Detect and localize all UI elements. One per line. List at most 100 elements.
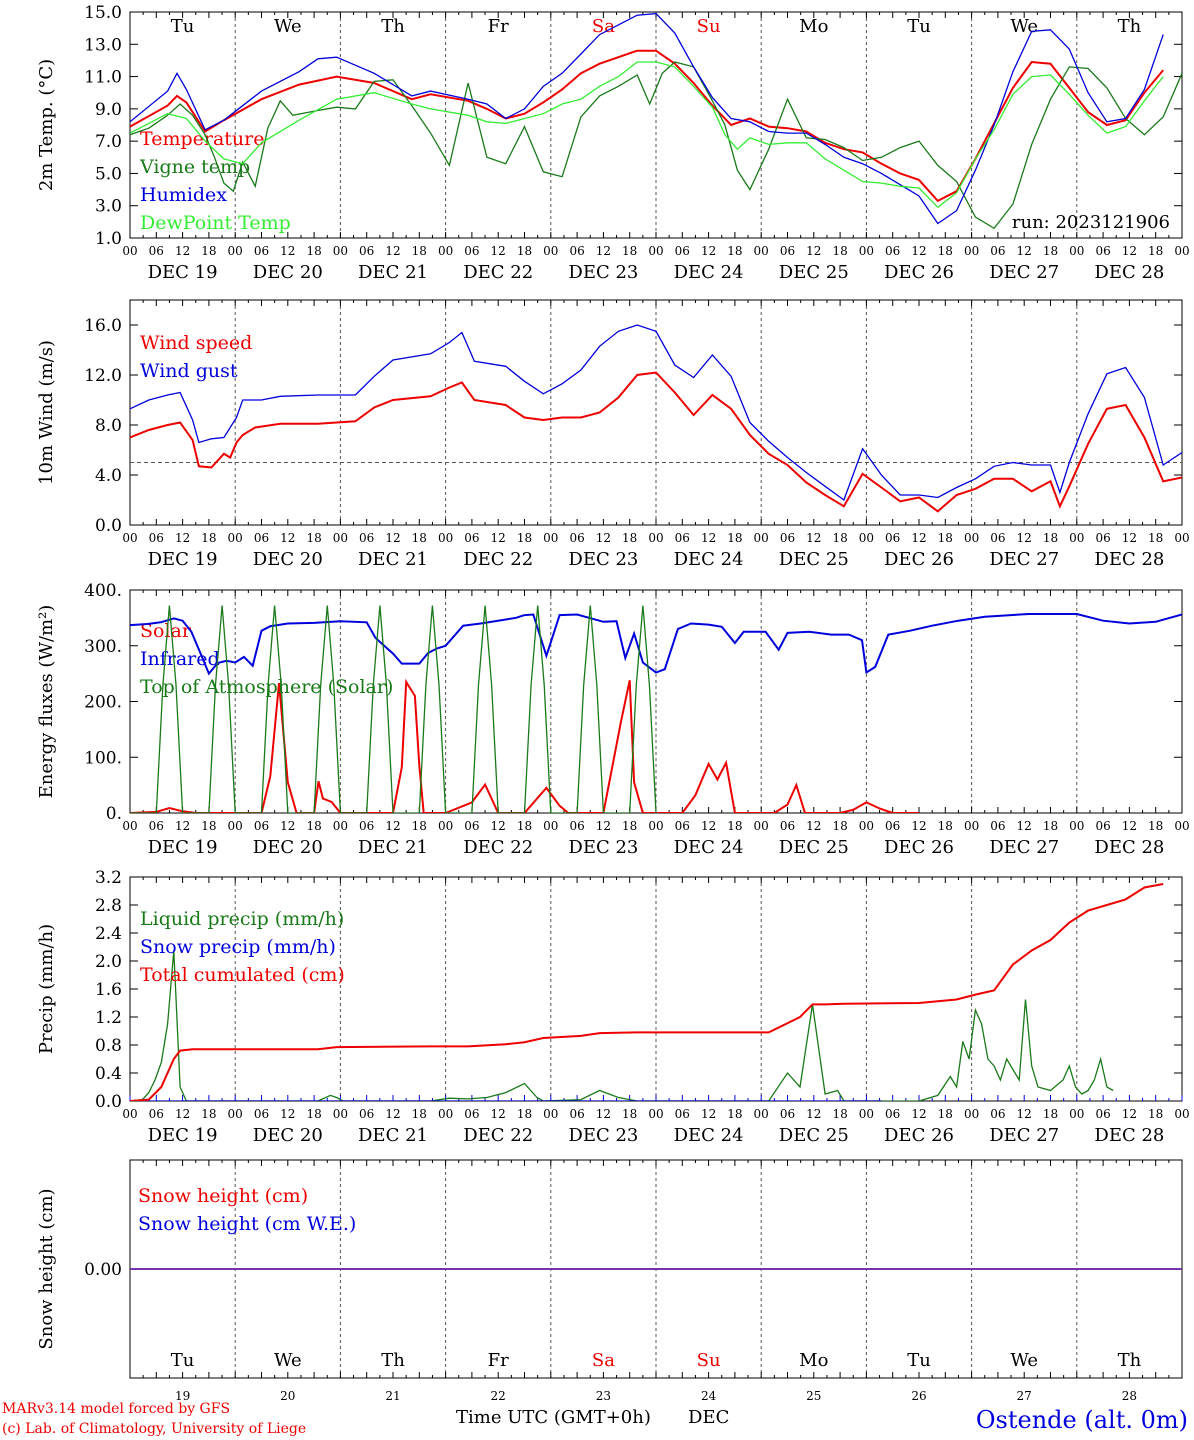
hour-tick-label: 00: [1069, 819, 1084, 833]
hour-tick-label: 18: [938, 531, 953, 545]
hour-tick-label: 12: [385, 819, 400, 833]
hour-tick-label: 18: [412, 244, 427, 258]
y-tick-label: 0.0: [95, 1092, 122, 1112]
day-number: 28: [1122, 1389, 1137, 1403]
hour-tick-label: 00: [754, 531, 769, 545]
hour-tick-label: 12: [596, 531, 611, 545]
hour-tick-label: 18: [517, 819, 532, 833]
hour-tick-label: 06: [990, 244, 1005, 258]
hour-tick-label: 12: [1017, 819, 1032, 833]
hour-tick-label: 00: [1174, 531, 1189, 545]
hour-tick-label: 06: [359, 819, 374, 833]
hour-tick-label: 06: [990, 531, 1005, 545]
hour-tick-label: 12: [596, 819, 611, 833]
legend-entry: Solar: [140, 620, 192, 642]
hour-tick-label: 00: [543, 531, 558, 545]
y-tick-label: 1.0: [95, 229, 122, 249]
date-label: DEC 21: [358, 1125, 428, 1146]
hour-tick-label: 06: [464, 1107, 479, 1121]
hour-tick-label: 12: [491, 1107, 506, 1121]
hour-tick-label: 12: [280, 819, 295, 833]
date-label: DEC 27: [989, 262, 1059, 283]
hour-tick-label: 12: [701, 531, 716, 545]
hour-tick-label: 18: [938, 1107, 953, 1121]
hour-tick-label: 18: [832, 1107, 847, 1121]
date-label: DEC 19: [148, 262, 218, 283]
hour-tick-label: 12: [911, 1107, 926, 1121]
hour-tick-label: 18: [412, 1107, 427, 1121]
date-label: DEC 19: [148, 549, 218, 570]
hour-tick-label: 12: [491, 244, 506, 258]
series-dewpoint-temp: [130, 61, 1164, 209]
hour-tick-label: 00: [859, 819, 874, 833]
y-tick-label: 0.00: [84, 1260, 122, 1280]
y-tick-label: 2.0: [95, 952, 122, 972]
hour-tick-label: 06: [359, 531, 374, 545]
hour-tick-label: 12: [175, 819, 190, 833]
panel-4: 00 06 12 18 DEC 19 00 06 12 18 DEC 20 00 06 12 18 DEC …: [36, 868, 1190, 1146]
hour-tick-label: 00: [228, 244, 243, 258]
hour-tick-label: 12: [596, 244, 611, 258]
hour-tick-label: 06: [675, 819, 690, 833]
hour-tick-label: 00: [122, 819, 137, 833]
hour-tick-label: 12: [491, 531, 506, 545]
day-label: We: [274, 16, 302, 37]
hour-tick-label: 18: [727, 1107, 742, 1121]
date-label: DEC 25: [779, 837, 849, 858]
y-tick-label: 200.: [84, 693, 122, 713]
day-number: 21: [385, 1389, 400, 1403]
hour-tick-label: 18: [622, 1107, 637, 1121]
date-label: DEC 19: [148, 1125, 218, 1146]
day-label: Th: [1118, 16, 1142, 37]
date-label: DEC 26: [884, 549, 954, 570]
series-wind-speed: [130, 371, 1182, 513]
date-label: DEC 23: [568, 837, 638, 858]
hour-tick-label: 06: [885, 1107, 900, 1121]
series-humidex: [130, 12, 1164, 225]
hour-tick-label: 00: [438, 1107, 453, 1121]
date-label: DEC 20: [253, 1125, 323, 1146]
hour-tick-label: 12: [175, 244, 190, 258]
hour-tick-label: 00: [648, 819, 663, 833]
hour-tick-label: 18: [306, 1107, 321, 1121]
hour-tick-label: 12: [385, 244, 400, 258]
hour-tick-label: 18: [412, 819, 427, 833]
date-label: DEC 26: [884, 837, 954, 858]
y-tick-label: 1.6: [95, 980, 122, 1000]
hour-tick-label: 18: [1043, 1107, 1058, 1121]
hour-tick-label: 00: [333, 531, 348, 545]
y-tick-label: 3.2: [95, 868, 122, 888]
hour-tick-label: 12: [175, 1107, 190, 1121]
legend-entry: Temperature: [140, 128, 264, 150]
date-label: DEC 23: [568, 262, 638, 283]
hour-tick-label: 00: [859, 531, 874, 545]
hour-tick-label: 18: [1148, 1107, 1163, 1121]
y-tick-label: 0.8: [95, 1036, 122, 1056]
hour-tick-label: 18: [517, 244, 532, 258]
y-tick-label: 3.0: [95, 197, 122, 217]
legend-entry: Top of Atmosphere (Solar): [140, 676, 393, 698]
legend-entry: Snow precip (mm/h): [140, 936, 336, 958]
series-temperature: [130, 49, 1164, 203]
y-tick-label: 7.0: [95, 132, 122, 152]
date-label: DEC 20: [253, 549, 323, 570]
date-label: DEC 28: [1094, 1125, 1164, 1146]
y-axis-label: 10m Wind (m/s): [36, 340, 57, 485]
hour-tick-label: 18: [517, 1107, 532, 1121]
day-number: 22: [491, 1389, 506, 1403]
hour-tick-label: 12: [1122, 819, 1137, 833]
date-label: DEC 20: [253, 837, 323, 858]
day-number: 20: [280, 1389, 295, 1403]
y-tick-label: 12.0: [84, 366, 122, 386]
hour-tick-label: 00: [648, 244, 663, 258]
hour-tick-label: 18: [412, 531, 427, 545]
date-label: DEC 21: [358, 262, 428, 283]
y-tick-label: 8.0: [95, 416, 122, 436]
hour-tick-label: 18: [938, 819, 953, 833]
hour-tick-label: 00: [1069, 531, 1084, 545]
hour-tick-label: 06: [569, 531, 584, 545]
hour-tick-label: 06: [990, 819, 1005, 833]
date-label: DEC 24: [674, 262, 744, 283]
hour-tick-label: 00: [964, 1107, 979, 1121]
date-label: DEC 27: [989, 837, 1059, 858]
